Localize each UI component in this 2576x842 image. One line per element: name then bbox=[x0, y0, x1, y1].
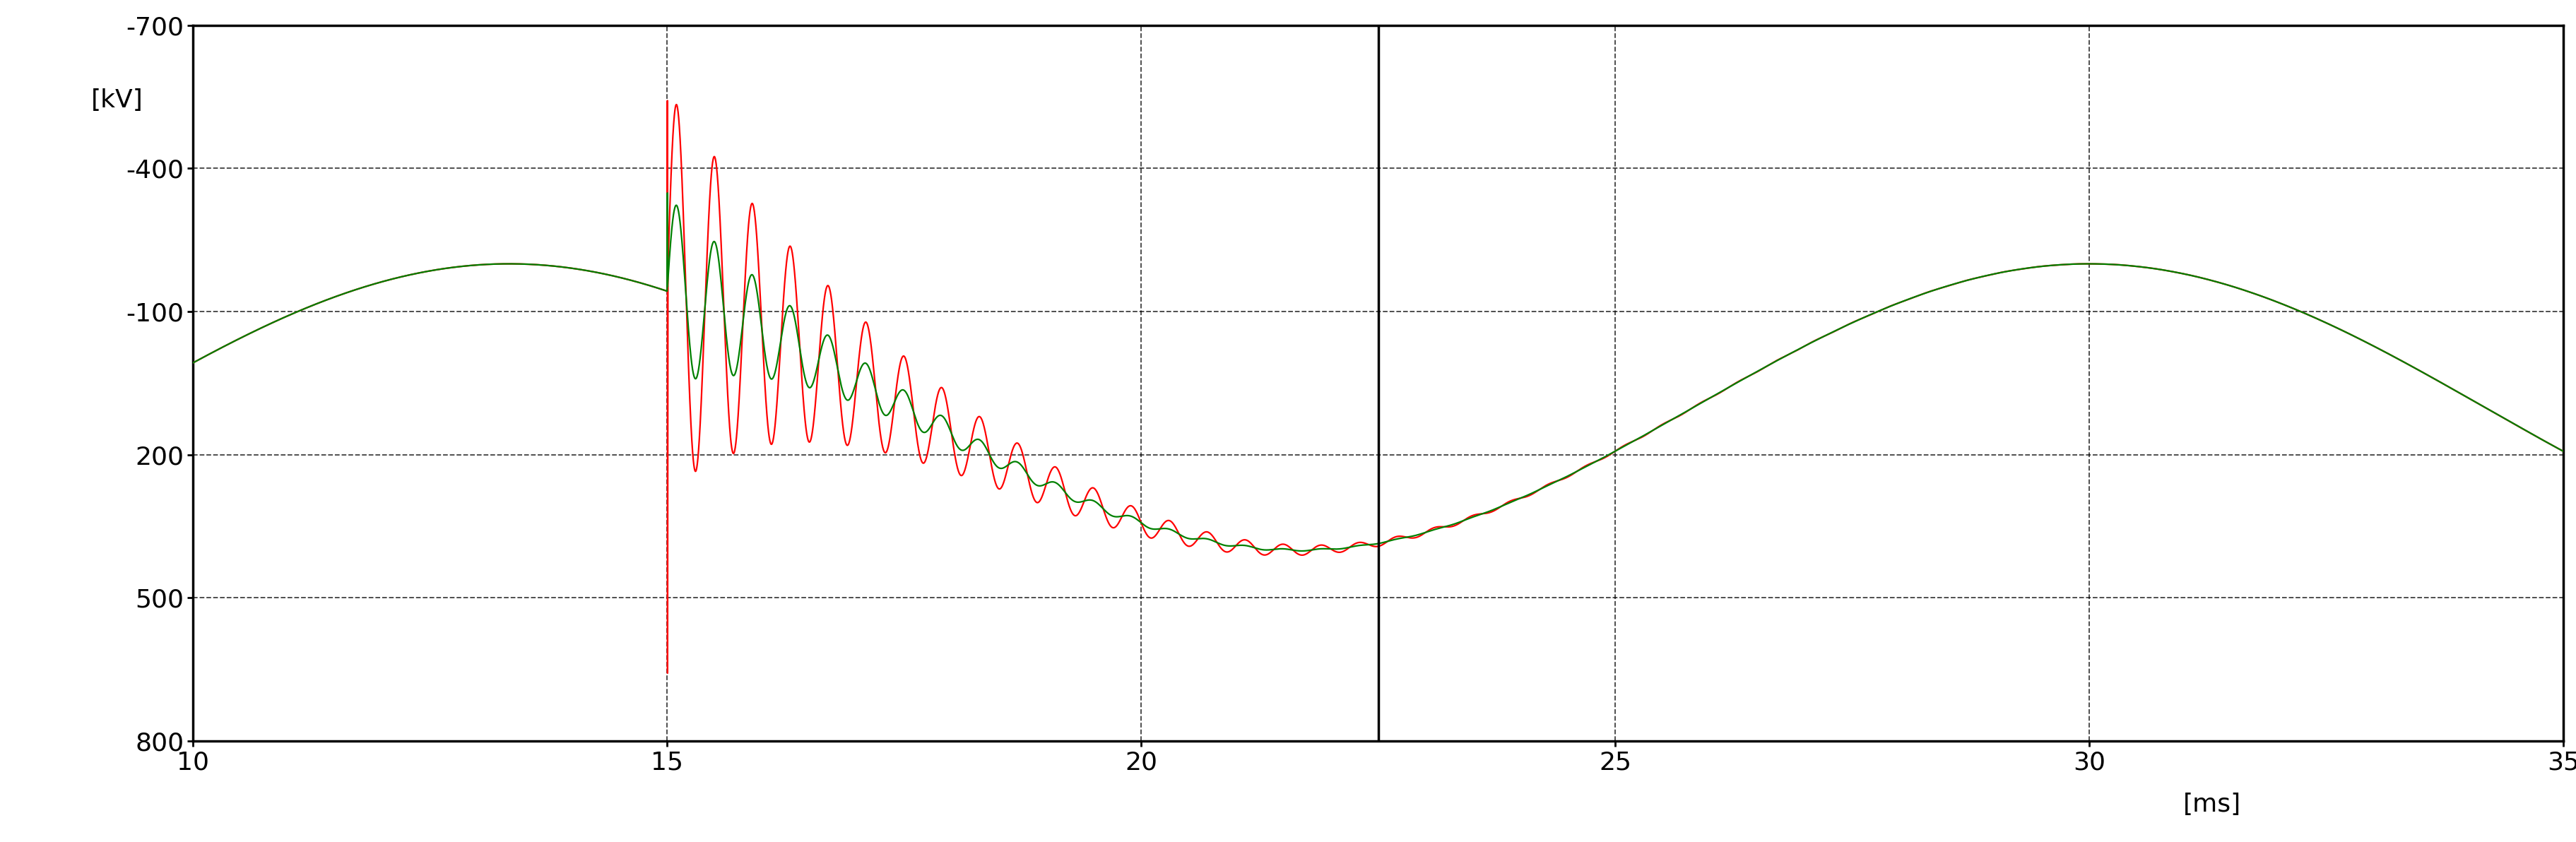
Text: [ms]: [ms] bbox=[2184, 792, 2241, 817]
Text: [kV]: [kV] bbox=[90, 88, 144, 113]
